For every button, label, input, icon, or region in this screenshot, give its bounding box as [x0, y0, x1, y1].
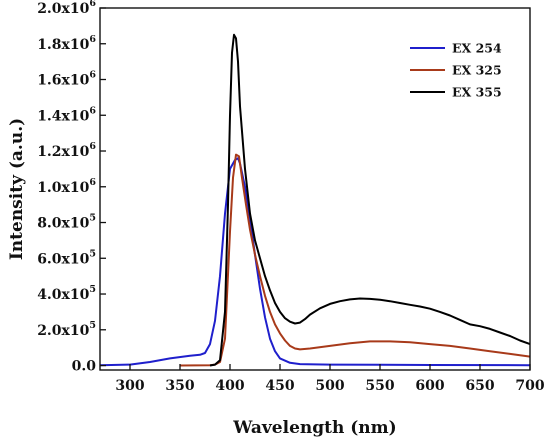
x-tick-label: 400 [215, 378, 244, 394]
x-tick-label: 350 [165, 378, 194, 394]
plot-background [100, 8, 530, 370]
x-tick-label: 450 [265, 378, 294, 394]
y-tick-label: 1.2x106 [37, 141, 96, 160]
x-tick-label: 650 [465, 378, 494, 394]
legend: EX 254 EX 325 EX 355 [410, 41, 502, 100]
x-axis-ticks: 300 350 400 450 500 550 600 650 700 [115, 364, 545, 394]
legend-label: EX 254 [452, 41, 502, 56]
series-line-3 [209, 33, 531, 367]
y-tick-label: 2.0x105 [37, 320, 96, 339]
x-tick-label: 700 [515, 378, 544, 394]
y-tick-label: 6.0x105 [37, 248, 96, 267]
y-tick-label: 0.0 [72, 359, 97, 375]
x-tick-label: 300 [115, 378, 144, 394]
y-tick-label: 2.0x106 [37, 0, 96, 17]
y-tick-label: 1.6x106 [37, 70, 96, 89]
x-axis-title: Wavelength (nm) [232, 418, 396, 438]
series-layer [99, 33, 531, 367]
y-axis-title: Intensity (a.u.) [7, 118, 27, 260]
legend-label: EX 325 [452, 63, 502, 78]
legend-label: EX 355 [452, 85, 502, 100]
x-tick-label: 500 [315, 378, 344, 394]
y-tick-label: 1.8x106 [37, 34, 96, 53]
series-line-2 [179, 153, 531, 367]
x-tick-label: 600 [415, 378, 444, 394]
x-tick-label: 550 [365, 378, 394, 394]
y-tick-label: 8.0x105 [37, 213, 96, 232]
y-axis-ticks: 0.0 2.0x105 4.0x105 6.0x105 8.0x105 1.0x106 1.… [37, 0, 106, 375]
y-tick-label: 1.4x106 [37, 105, 96, 124]
y-tick-label: 1.0x106 [37, 177, 96, 196]
y-tick-label: 4.0x105 [37, 284, 96, 303]
plot-frame [99, 7, 531, 371]
